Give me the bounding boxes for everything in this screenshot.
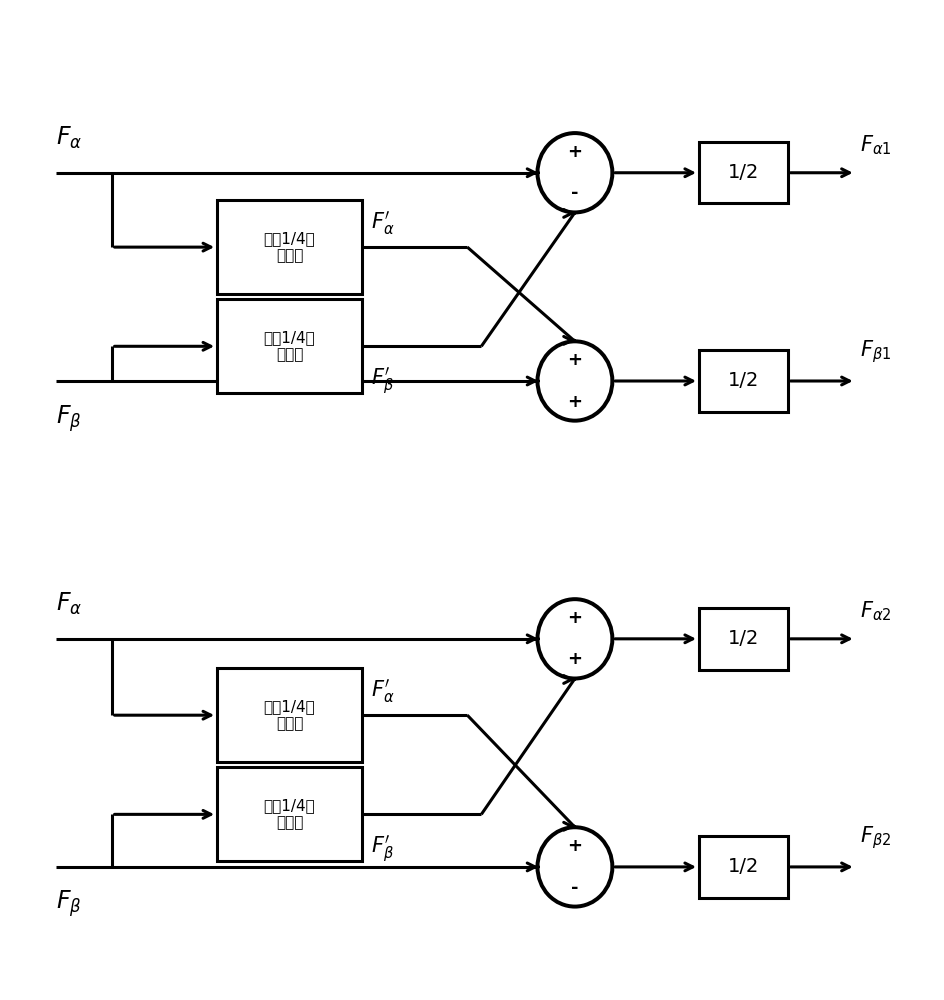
- Text: $F_{\alpha}^{\prime}$: $F_{\alpha}^{\prime}$: [371, 209, 395, 237]
- Text: 延迟1/4工
频周期: 延迟1/4工 频周期: [263, 231, 315, 263]
- FancyBboxPatch shape: [217, 299, 362, 393]
- Text: 1/2: 1/2: [728, 857, 759, 876]
- FancyBboxPatch shape: [699, 836, 788, 898]
- Text: $F_{\alpha}$: $F_{\alpha}$: [56, 125, 82, 151]
- Text: 延迟1/4工
频周期: 延迟1/4工 频周期: [263, 798, 315, 831]
- Text: -: -: [571, 879, 579, 897]
- FancyBboxPatch shape: [217, 668, 362, 762]
- Text: $F_{\beta 2}$: $F_{\beta 2}$: [860, 824, 891, 851]
- Text: $F_{\alpha}^{\prime}$: $F_{\alpha}^{\prime}$: [371, 677, 395, 705]
- FancyBboxPatch shape: [699, 350, 788, 412]
- Text: $F_{\beta 1}$: $F_{\beta 1}$: [860, 338, 891, 365]
- Text: +: +: [567, 143, 582, 161]
- Text: 1/2: 1/2: [728, 629, 759, 648]
- Text: 1/2: 1/2: [728, 163, 759, 182]
- Text: $F_{\alpha 1}$: $F_{\alpha 1}$: [860, 133, 892, 157]
- Text: +: +: [567, 650, 582, 668]
- FancyBboxPatch shape: [217, 200, 362, 294]
- FancyBboxPatch shape: [699, 608, 788, 670]
- Text: +: +: [567, 393, 582, 411]
- Text: $F_{\beta}^{\prime}$: $F_{\beta}^{\prime}$: [371, 834, 395, 865]
- Text: $F_{\beta}$: $F_{\beta}$: [56, 889, 81, 919]
- Text: 1/2: 1/2: [728, 371, 759, 390]
- Text: $F_{\alpha}$: $F_{\alpha}$: [56, 591, 82, 617]
- FancyBboxPatch shape: [217, 767, 362, 861]
- Text: $F_{\beta}$: $F_{\beta}$: [56, 403, 81, 434]
- Text: -: -: [571, 184, 579, 202]
- Text: 延迟1/4工
频周期: 延迟1/4工 频周期: [263, 330, 315, 362]
- Text: +: +: [567, 609, 582, 627]
- Text: $F_{\beta}^{\prime}$: $F_{\beta}^{\prime}$: [371, 366, 395, 397]
- Text: +: +: [567, 351, 582, 369]
- Text: 延迟1/4工
频周期: 延迟1/4工 频周期: [263, 699, 315, 731]
- FancyBboxPatch shape: [699, 142, 788, 203]
- Text: +: +: [567, 837, 582, 855]
- Text: $F_{\alpha 2}$: $F_{\alpha 2}$: [860, 599, 892, 623]
